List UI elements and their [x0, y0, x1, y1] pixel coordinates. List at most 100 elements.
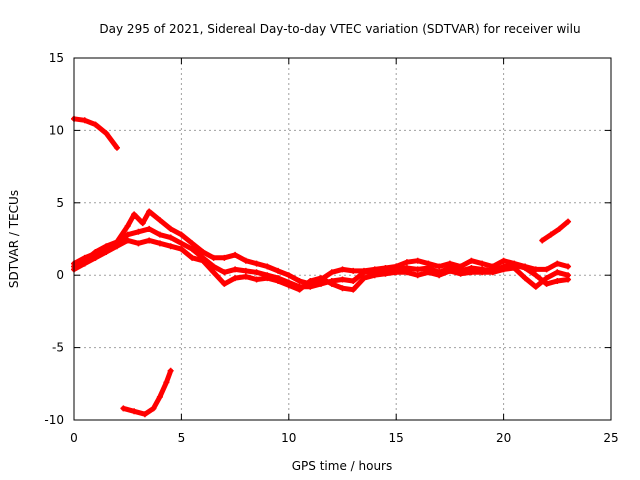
data-point-marker — [539, 237, 546, 244]
data-point-marker — [393, 269, 400, 276]
data-point-marker — [425, 269, 432, 276]
data-point-marker — [167, 243, 174, 250]
data-point-marker — [210, 269, 217, 276]
data-point-marker — [350, 286, 357, 293]
data-point-marker — [232, 251, 239, 258]
chart-title: Day 295 of 2021, Sidereal Day-to-day VTE… — [99, 22, 580, 36]
data-point-marker — [350, 277, 357, 284]
data-point-marker — [131, 408, 138, 415]
data-point-marker — [547, 231, 554, 238]
y-tick-label: -10 — [44, 413, 64, 427]
series-segment-end-rise — [539, 218, 572, 244]
data-point-marker — [522, 264, 529, 271]
data-point-marker — [264, 275, 271, 282]
x-tick-label: 20 — [496, 431, 511, 445]
data-point-marker — [178, 231, 185, 238]
y-axis-label: SDTVAR / TECUs — [7, 190, 21, 288]
series-segment-main-lower — [71, 237, 572, 293]
data-point-marker — [457, 270, 464, 277]
data-point-marker — [146, 225, 153, 232]
y-tick-labels: -10 -5 0 5 10 15 — [44, 51, 64, 427]
data-point-marker — [500, 266, 507, 273]
data-point-marker — [318, 275, 325, 282]
data-point-marker — [146, 237, 153, 244]
data-point-marker — [307, 277, 314, 284]
data-point-marker — [489, 269, 496, 276]
x-tick-label: 10 — [281, 431, 296, 445]
data-point-marker — [141, 411, 148, 418]
data-point-marker — [371, 272, 378, 279]
data-point-marker — [124, 231, 131, 238]
data-point-marker — [199, 249, 206, 256]
data-point-marker — [522, 275, 529, 282]
data-point-marker — [221, 269, 228, 276]
data-point-marker — [150, 405, 157, 412]
data-point-marker — [124, 237, 131, 244]
data-point-marker — [339, 285, 346, 292]
x-tick-label: 5 — [178, 431, 186, 445]
y-tick-label: 10 — [49, 123, 64, 137]
data-point-marker — [532, 283, 539, 290]
data-point-marker — [328, 269, 335, 276]
data-point-marker — [242, 273, 249, 280]
data-point-marker — [253, 260, 260, 267]
series-segment-low-early — [120, 367, 174, 418]
data-point-marker — [113, 144, 120, 151]
x-axis-label: GPS time / hours — [292, 459, 393, 473]
data-point-marker — [131, 211, 138, 218]
data-point-marker — [232, 266, 239, 273]
data-point-marker — [189, 254, 196, 261]
data-point-marker — [163, 379, 170, 386]
data-point-marker — [436, 272, 443, 279]
data-point-marker — [500, 257, 507, 264]
data-point-marker — [532, 266, 539, 273]
grid-lines — [74, 58, 611, 420]
data-point-marker — [339, 266, 346, 273]
data-point-marker — [103, 130, 110, 137]
series-trace — [539, 219, 571, 243]
data-point-marker — [307, 283, 314, 290]
data-point-marker — [178, 240, 185, 247]
data-point-marker — [543, 275, 550, 282]
axis-ticks — [73, 57, 612, 421]
y-tick-label: -5 — [52, 341, 64, 355]
data-point-marker — [350, 267, 357, 274]
data-point-marker — [178, 246, 185, 253]
data-point-marker — [403, 259, 410, 266]
data-point-marker — [124, 222, 131, 229]
data-point-marker — [360, 269, 367, 276]
data-point-marker — [135, 228, 142, 235]
data-point-marker — [339, 276, 346, 283]
data-point-marker — [210, 254, 217, 261]
data-point-marker — [81, 117, 88, 124]
data-point-marker — [285, 272, 292, 279]
data-point-marker — [242, 267, 249, 274]
data-point-marker — [156, 217, 163, 224]
data-point-marker — [103, 249, 110, 256]
data-point-marker — [318, 280, 325, 287]
data-point-marker — [135, 240, 142, 247]
data-point-marker — [221, 254, 228, 261]
data-point-marker — [167, 367, 174, 374]
x-tick-label: 25 — [603, 431, 618, 445]
series-segment-high-early — [71, 115, 120, 151]
data-point-marker — [532, 272, 539, 279]
data-point-marker — [253, 276, 260, 283]
data-series — [71, 115, 572, 418]
data-point-marker — [554, 269, 561, 276]
data-point-marker — [414, 266, 421, 273]
y-tick-label: 5 — [56, 196, 64, 210]
data-point-marker — [565, 218, 572, 225]
data-point-marker — [296, 277, 303, 284]
data-point-marker — [414, 257, 421, 264]
data-point-marker — [242, 257, 249, 264]
series-trace — [120, 368, 174, 417]
data-point-marker — [113, 243, 120, 250]
data-point-marker — [139, 220, 146, 227]
x-tick-label: 15 — [389, 431, 404, 445]
data-point-marker — [403, 269, 410, 276]
data-point-marker — [296, 286, 303, 293]
x-tick-labels: 0 5 10 15 20 25 — [70, 431, 618, 445]
plot-frame — [73, 57, 612, 421]
data-point-marker — [120, 405, 127, 412]
